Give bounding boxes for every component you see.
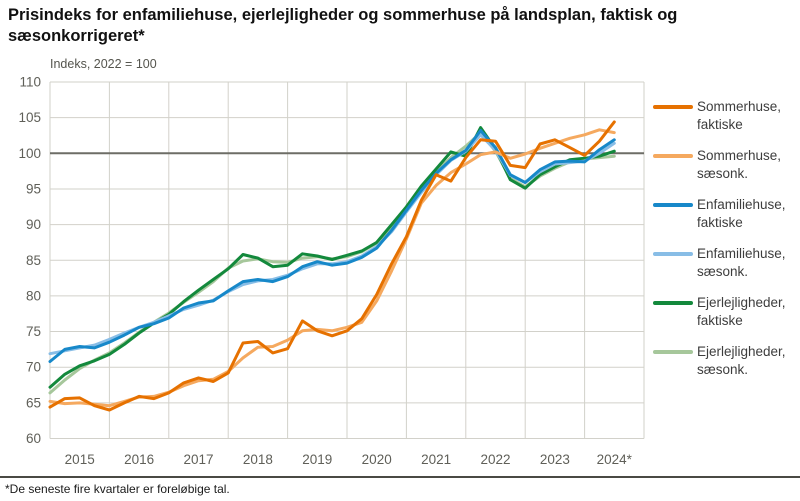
svg-text:60: 60 — [26, 431, 41, 446]
svg-text:2017: 2017 — [183, 452, 213, 467]
line-swatch-ejerlejligheder-faktiske-icon — [653, 301, 693, 305]
footnote-divider — [0, 476, 800, 478]
line-swatch-ejerlejligheder-saesonk-icon — [653, 350, 693, 354]
legend-label: Enfamiliehuse, faktiske — [697, 197, 786, 230]
svg-text:100: 100 — [18, 146, 41, 161]
price-index-chart: 60 65 70 75 80 85 90 95 100 105 110 2015 2016 2017 201… — [18, 75, 645, 467]
svg-text:75: 75 — [26, 324, 41, 339]
svg-text:70: 70 — [26, 360, 41, 375]
legend-item-ejerlejligheder-faktiske: Ejerlejligheder, faktiske — [653, 294, 798, 330]
svg-text:2022: 2022 — [480, 452, 510, 467]
svg-text:90: 90 — [26, 217, 41, 232]
legend-item-enfamiliehuse-saesonk: Enfamiliehuse, sæsonk. — [653, 245, 798, 281]
svg-text:2019: 2019 — [302, 452, 332, 467]
chart-legend: Sommerhuse, faktiske Sommerhuse, sæsonk.… — [653, 98, 798, 379]
legend-item-sommerhuse-faktiske: Sommerhuse, faktiske — [653, 98, 798, 134]
svg-text:2020: 2020 — [362, 452, 392, 467]
svg-text:80: 80 — [26, 288, 41, 303]
svg-text:85: 85 — [26, 253, 41, 268]
svg-text:95: 95 — [26, 181, 41, 196]
svg-text:110: 110 — [19, 75, 41, 90]
legend-label: Sommerhuse, sæsonk. — [697, 148, 782, 181]
legend-label: Sommerhuse, faktiske — [697, 99, 782, 132]
legend-item-ejerlejligheder-saesonk: Ejerlejligheder, sæsonk. — [653, 343, 798, 379]
svg-text:2021: 2021 — [421, 452, 451, 467]
svg-text:2018: 2018 — [243, 452, 273, 467]
svg-text:2024*: 2024* — [597, 452, 633, 467]
svg-text:2023: 2023 — [540, 452, 570, 467]
axis-unit-label: Indeks, 2022 = 100 — [50, 57, 157, 71]
legend-label: Enfamiliehuse, sæsonk. — [697, 246, 786, 279]
line-swatch-sommerhuse-faktiske-icon — [653, 105, 693, 109]
svg-text:2016: 2016 — [124, 452, 154, 467]
footnote: *De seneste fire kvartaler er foreløbige… — [5, 482, 230, 496]
line-swatch-enfamiliehuse-faktiske-icon — [653, 203, 693, 207]
legend-label: Ejerlejligheder, sæsonk. — [697, 344, 786, 377]
svg-text:105: 105 — [18, 110, 41, 125]
line-swatch-enfamiliehuse-saesonk-icon — [653, 252, 693, 256]
svg-text:2015: 2015 — [65, 452, 95, 467]
svg-text:65: 65 — [26, 395, 41, 410]
legend-item-enfamiliehuse-faktiske: Enfamiliehuse, faktiske — [653, 196, 798, 232]
legend-item-sommerhuse-saesonk: Sommerhuse, sæsonk. — [653, 147, 798, 183]
legend-label: Ejerlejligheder, faktiske — [697, 295, 786, 328]
line-swatch-sommerhuse-saesonk-icon — [653, 154, 693, 158]
page-title: Prisindeks for enfamiliehuse, ejerlejlig… — [8, 6, 678, 46]
